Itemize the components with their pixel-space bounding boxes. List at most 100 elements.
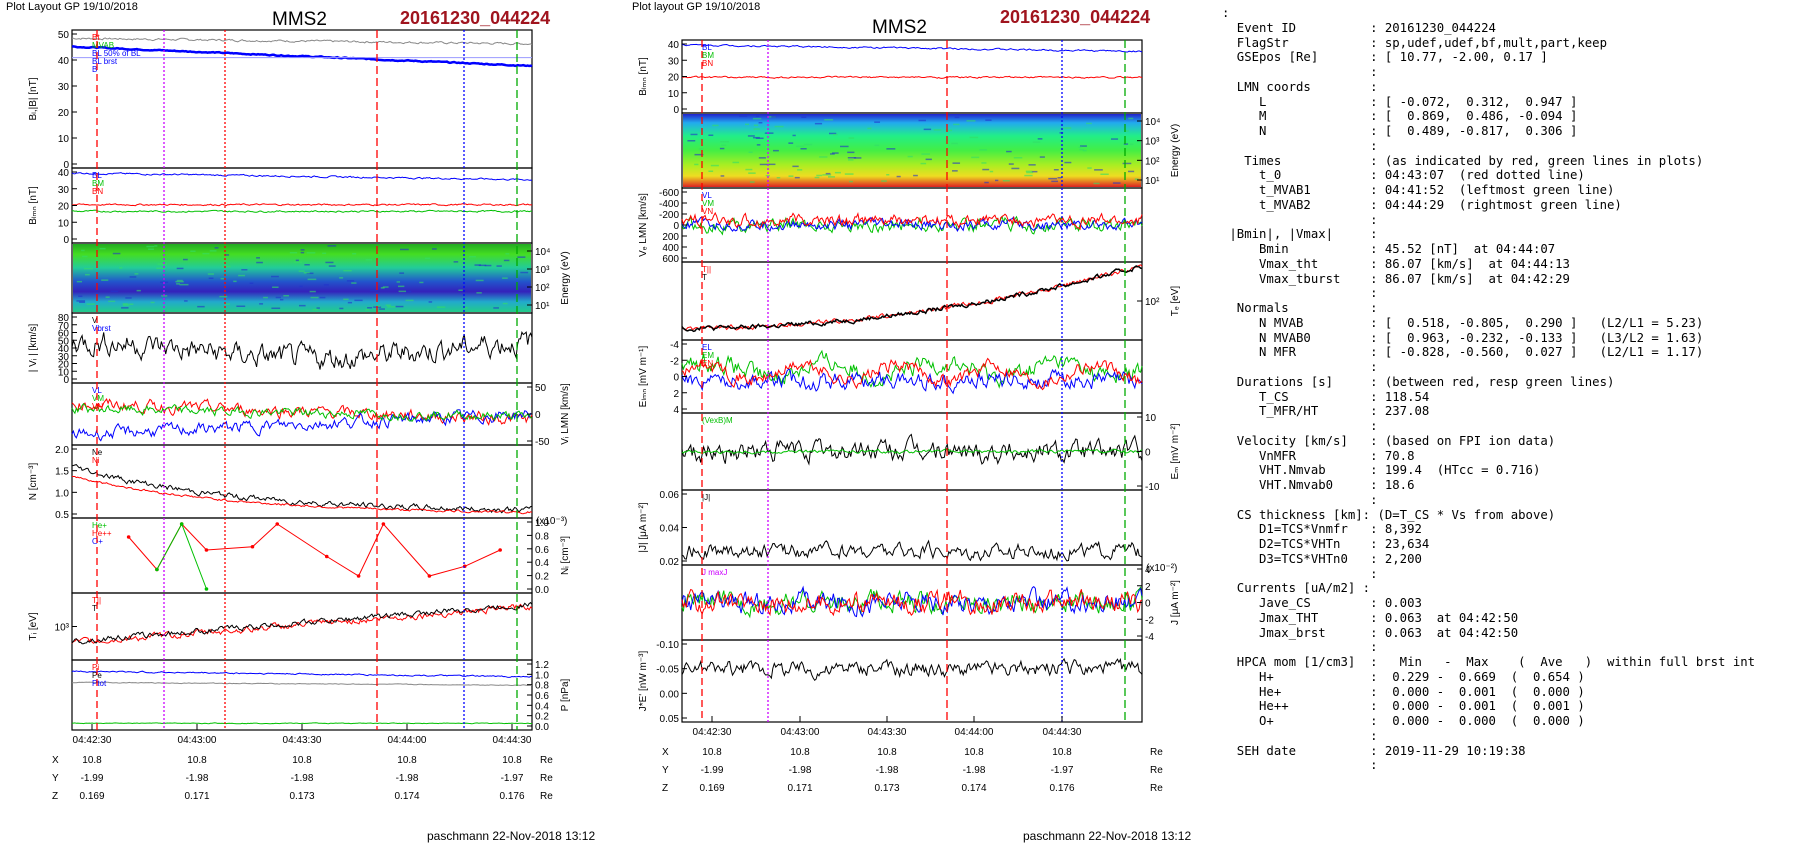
y-tick-label: 2	[1145, 582, 1151, 593]
spectrogram-speckle	[756, 144, 761, 146]
info-line: GSEpos [Re] : [ 10.77, -2.00, 0.17 ]	[1222, 50, 1548, 65]
spectrogram-speckle	[136, 289, 141, 292]
spectrogram-speckle	[294, 261, 303, 264]
info-line: D1=TCS*Vnmfr : 8,392	[1222, 522, 1422, 537]
spectrogram-speckle	[110, 290, 119, 293]
spectrogram-speckle	[432, 248, 437, 250]
info-line: T_MFR/HT : 237.08	[1222, 404, 1430, 419]
y-tick-label: 10¹	[1145, 176, 1160, 187]
spectrogram-speckle	[289, 252, 298, 254]
y-tick-label: 1.2	[535, 660, 549, 671]
spectrogram-speckle	[202, 252, 210, 255]
y-tick-label: 20	[58, 202, 70, 213]
spectrogram-speckle	[952, 170, 958, 172]
spectrogram-speckle	[398, 285, 405, 288]
info-line: Jmax_THT : 0.063 at 04:42:50	[1222, 610, 1519, 625]
info-line: He+ : 0.000 - 0.001 ( 0.000 )	[1222, 684, 1585, 699]
y-tick-label: 30	[58, 352, 70, 363]
info-line: Event ID : 20161230_044224	[1222, 20, 1496, 35]
y-tick-label: 40	[58, 344, 70, 355]
vi-line	[71, 331, 533, 370]
spectrogram-speckle	[1059, 132, 1064, 134]
x-tick-label: 04:44:00	[388, 735, 427, 746]
legend-entry: BL 50% of BL	[92, 49, 141, 58]
spectrogram-speckle	[222, 265, 231, 268]
spectrogram-speckle	[828, 176, 835, 178]
spectrogram-speckle	[985, 119, 992, 121]
info-line: N : [ 0.489, -0.817, 0.306 ]	[1222, 124, 1578, 138]
spectrogram-speckle	[378, 308, 385, 310]
spectrogram-speckle	[351, 282, 357, 284]
scale-note: (x10⁻²)	[1146, 563, 1177, 574]
y-tick-label: -400	[659, 199, 679, 210]
y-tick-label: 0.8	[535, 531, 549, 542]
y-axis-label: Bₗₘₙ [nT]	[28, 186, 39, 225]
spectrogram-speckle	[238, 274, 246, 277]
spectrogram-speckle	[792, 165, 799, 168]
y-tick-label: 10³	[535, 265, 550, 276]
y-tick-label: 4	[673, 405, 679, 416]
info-line: Durations [s] : (between red, resp green…	[1222, 374, 1615, 389]
ephem-value: 0.176	[1049, 783, 1074, 794]
spectrogram-speckle	[484, 264, 492, 267]
y-axis-label: Energy (eV)	[560, 251, 571, 304]
ephem-value: -1.98	[876, 765, 899, 776]
ne-line	[71, 464, 533, 514]
x-tick-label: 04:42:30	[73, 735, 112, 746]
spectrogram-speckle	[176, 267, 184, 270]
spectrogram-speckle	[419, 281, 424, 284]
spectrogram-speckle	[1128, 170, 1135, 173]
legend-entry: Vbrst	[92, 324, 111, 333]
spectrogram-speckle	[1112, 182, 1121, 184]
y-tick-label: 0.00	[660, 689, 680, 700]
jmag-line	[681, 539, 1143, 562]
x-tick-label: 04:42:30	[693, 727, 732, 738]
spectrogram-speckle	[224, 254, 230, 256]
spectrogram-speckle	[1128, 117, 1134, 120]
legend-entry: BL brst	[92, 57, 118, 66]
spectrogram-speckle	[520, 271, 529, 274]
spectrogram-speckle	[918, 119, 926, 122]
x-tick-label: 04:43:30	[283, 735, 322, 746]
legend-entry: VL	[92, 386, 102, 395]
spectrogram-speckle	[271, 275, 279, 278]
info-line: VnMFR : 70.8	[1222, 448, 1415, 463]
ephem-value: -1.98	[291, 773, 314, 784]
spectrogram-speckle	[1123, 143, 1129, 145]
spectrogram-speckle	[925, 158, 932, 161]
spectrogram-speckle	[259, 303, 264, 305]
spectrogram-speckle	[1064, 161, 1072, 164]
legend-entry: VN	[702, 207, 713, 216]
legend-entry: BM	[92, 179, 104, 188]
ion-density-point	[204, 548, 209, 552]
y-tick-label: 10⁴	[1145, 117, 1160, 128]
spectrogram-speckle	[1013, 157, 1023, 159]
spectrogram-speckle	[720, 175, 725, 177]
jm-line	[681, 586, 1143, 619]
spectrogram-speckle	[298, 270, 305, 272]
spectrogram-speckle	[966, 120, 976, 122]
spectrogram-speckle	[176, 283, 180, 285]
left-footer: paschmann 22-Nov-2018 13:12	[427, 829, 596, 843]
x-tick-label: 04:43:00	[781, 727, 820, 738]
ephem-label: X	[52, 755, 59, 766]
spectrogram-speckle	[101, 279, 109, 281]
legend-entry: EL	[702, 343, 712, 352]
spectrogram-speckle	[176, 279, 183, 282]
info-line: T_CS : 118.54	[1222, 389, 1430, 404]
spectrogram-speckle	[343, 269, 352, 272]
spectrogram-speckle	[86, 303, 96, 305]
spectrogram-speckle	[82, 255, 88, 258]
ion-density-point	[250, 544, 255, 549]
spectrogram-speckle	[299, 304, 306, 307]
legend-entry: T	[702, 273, 707, 282]
em-line	[681, 349, 1143, 389]
legend-entry: He++	[92, 529, 112, 538]
y-tick-label: 2	[673, 389, 679, 400]
y-tick-label: 200	[662, 232, 679, 243]
spectrogram-speckle	[989, 170, 994, 173]
spectrogram-speckle	[458, 289, 463, 291]
ephem-label: Y	[52, 773, 59, 784]
spectrogram-speckle	[108, 300, 116, 303]
